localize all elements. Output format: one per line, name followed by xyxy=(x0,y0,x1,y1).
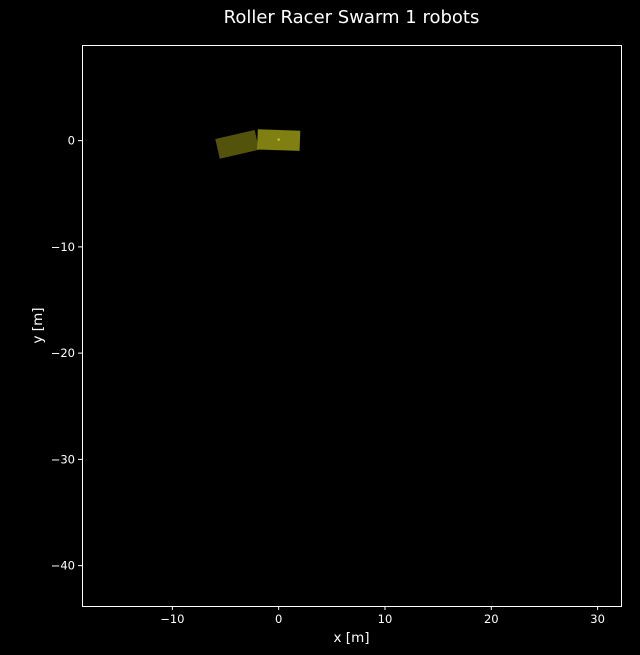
x-tick-label: 0 xyxy=(275,612,282,626)
x-axis-label: x [m] xyxy=(334,630,370,646)
y-axis-ticks: 0 −10 −20 −30 −40 xyxy=(51,134,82,573)
y-tick-label: 0 xyxy=(68,134,75,148)
y-tick-label: −30 xyxy=(51,452,75,466)
y-tick-label: −20 xyxy=(51,346,75,360)
x-tick-label: −10 xyxy=(160,612,184,626)
axes-frame xyxy=(82,45,622,607)
x-axis-ticks: −10 0 10 20 30 xyxy=(160,606,605,626)
y-tick-label: −40 xyxy=(51,559,75,573)
y-axis-label: y [m] xyxy=(30,308,46,344)
y-tick-label: −10 xyxy=(51,240,75,254)
x-tick-label: 30 xyxy=(590,612,605,626)
robot-rear-body xyxy=(215,129,260,159)
x-tick-label: 10 xyxy=(378,612,393,626)
robot-layer xyxy=(215,129,301,159)
robot-marker xyxy=(277,138,280,141)
chart-title: Roller Racer Swarm 1 robots xyxy=(224,7,480,28)
x-tick-label: 20 xyxy=(484,612,499,626)
